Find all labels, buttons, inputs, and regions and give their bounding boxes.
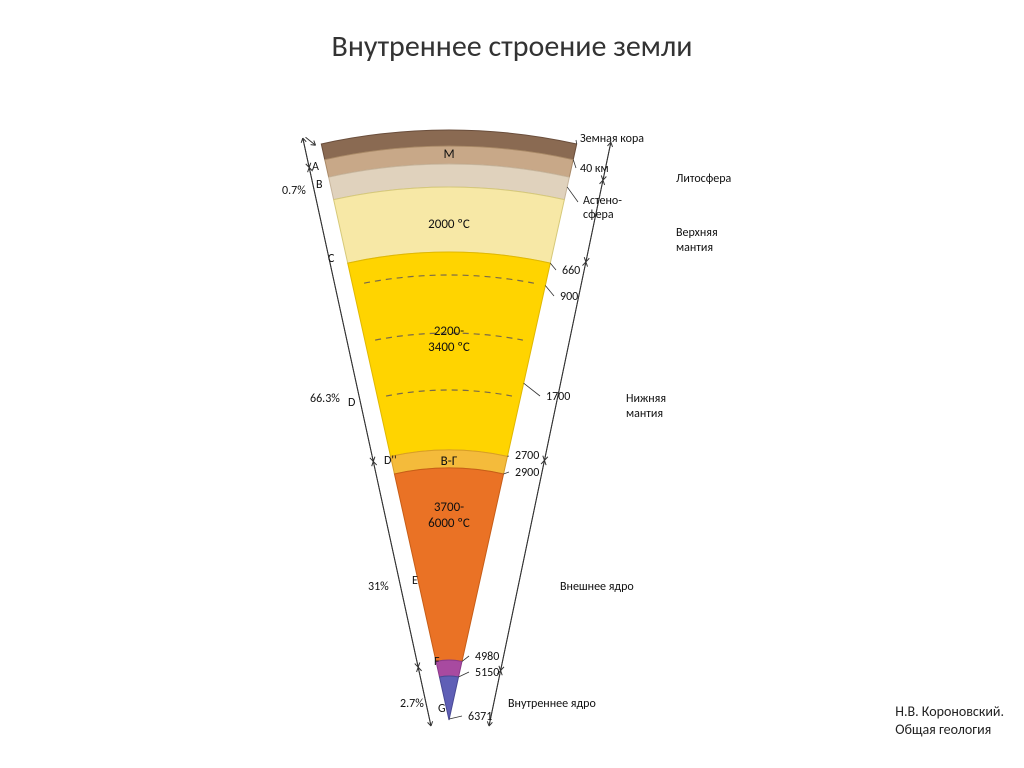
percent-66-3: 66.3% <box>310 392 340 406</box>
attribution-line1: Н.В. Короновский. <box>895 703 1004 720</box>
letter-F: F <box>434 655 440 669</box>
depth-900: 900 <box>560 290 578 304</box>
layer-text-t3b: 6000 ºС <box>409 516 489 531</box>
letter-B: B <box>316 178 323 192</box>
leader <box>524 383 540 396</box>
layer-text-t2b: 3400 ºС <box>409 340 489 355</box>
letter-G: G <box>438 702 446 716</box>
leader <box>545 286 554 296</box>
label-lower-mantle2: мантия <box>626 407 663 421</box>
label-astheno2: сфера <box>583 208 614 222</box>
depth-2900: 2900 <box>515 466 539 480</box>
leader <box>459 672 469 677</box>
letter-Dpp: D'' <box>384 454 397 468</box>
depth-2700: 2700 <box>515 449 539 463</box>
label-astheno1: Астено- <box>583 194 622 208</box>
letter-C: C <box>328 252 334 266</box>
label-lithosphere: Литосфера <box>676 172 731 186</box>
label-upper-mantle1: Верхняя <box>676 226 718 240</box>
letter-A: A <box>312 160 319 174</box>
layer-text-bg: В-Г <box>409 454 489 469</box>
letter-D: D <box>348 396 355 410</box>
label-crust: Земная кора <box>580 132 644 146</box>
layer-text-t1: 2000 ºС <box>409 217 489 232</box>
label-outer-core: Внешнее ядро <box>560 580 634 594</box>
percent-2-7: 2.7% <box>400 697 424 711</box>
diagram-svg <box>0 0 1024 768</box>
depth-6371: 6371 <box>468 710 492 724</box>
leader <box>550 263 556 270</box>
depth-40: 40 км <box>580 162 609 176</box>
layer-text-M: M <box>409 147 489 162</box>
depth-660: 660 <box>562 264 580 278</box>
percent-0-7: 0.7% <box>282 184 306 198</box>
label-upper-mantle2: мантия <box>676 241 713 255</box>
depth-1700: 1700 <box>546 390 570 404</box>
label-lower-mantle1: Нижняя <box>626 392 666 406</box>
depth-5150: 5150 <box>475 666 499 680</box>
label-inner-core: Внутреннее ядро <box>508 697 596 711</box>
leader <box>567 187 578 202</box>
depth-4980: 4980 <box>475 650 499 664</box>
attribution: Н.В. Короновский. Общая геология <box>895 703 1004 738</box>
letter-E: E <box>412 574 418 588</box>
leader <box>573 160 576 168</box>
leader <box>449 716 462 719</box>
layer-text-t3a: 3700- <box>409 500 489 515</box>
layer-text-t2a: 2200- <box>409 324 489 339</box>
percent-31: 31% <box>368 580 389 594</box>
attribution-line2: Общая геология <box>895 721 991 738</box>
